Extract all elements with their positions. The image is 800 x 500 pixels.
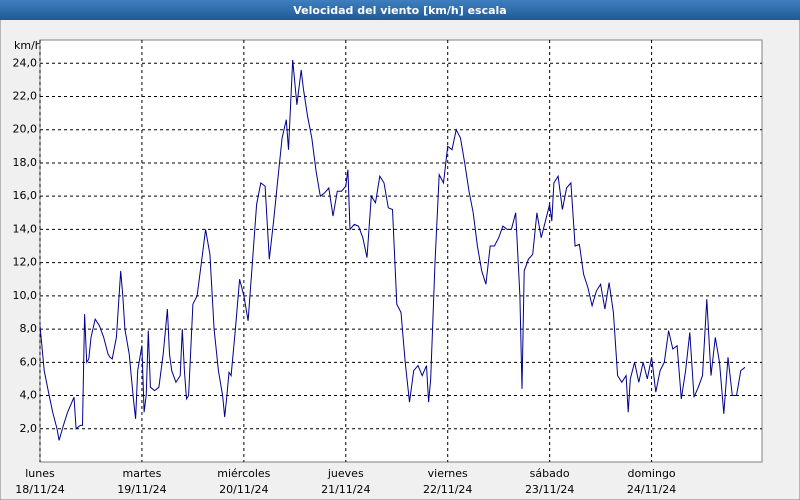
chart-title: Velocidad del viento [km/h] escala <box>293 4 506 17</box>
y-tick-label: 20,0 <box>13 123 38 136</box>
y-tick-label: 16,0 <box>13 189 38 202</box>
x-tick-date: 20/11/24 <box>219 483 268 496</box>
wind-line <box>39 59 746 441</box>
title-bar <box>0 0 800 20</box>
x-tick-date: 18/11/24 <box>15 483 64 496</box>
x-tick-label: miércoles <box>217 467 270 480</box>
x-tick-date: 24/11/24 <box>627 483 676 496</box>
x-tick-label: jueves <box>327 467 364 480</box>
y-tick-label: 12,0 <box>13 256 38 269</box>
x-tick-date: 22/11/24 <box>423 483 472 496</box>
y-tick-label: 22,0 <box>13 89 38 102</box>
plot-area <box>39 39 763 463</box>
x-tick-date: 19/11/24 <box>117 483 166 496</box>
x-tick-label: sábado <box>530 467 570 480</box>
y-tick-label: 14,0 <box>13 222 38 235</box>
y-unit: km/h <box>14 39 42 52</box>
x-tick-label: viernes <box>428 467 468 480</box>
y-tick-label: 6,0 <box>20 355 38 368</box>
y-tick-label: 4,0 <box>20 389 38 402</box>
y-tick-label: 2,0 <box>20 422 38 435</box>
y-tick-label: 18,0 <box>13 156 38 169</box>
x-tick-label: lunes <box>25 467 55 480</box>
x-tick-label: martes <box>123 467 162 480</box>
x-tick-date: 21/11/24 <box>321 483 370 496</box>
y-tick-label: 10,0 <box>13 289 38 302</box>
x-tick-label: domingo <box>627 467 675 480</box>
x-tick-date: 23/11/24 <box>525 483 574 496</box>
y-tick-label: 24,0 <box>13 56 38 69</box>
y-tick-label: 8,0 <box>20 322 38 335</box>
